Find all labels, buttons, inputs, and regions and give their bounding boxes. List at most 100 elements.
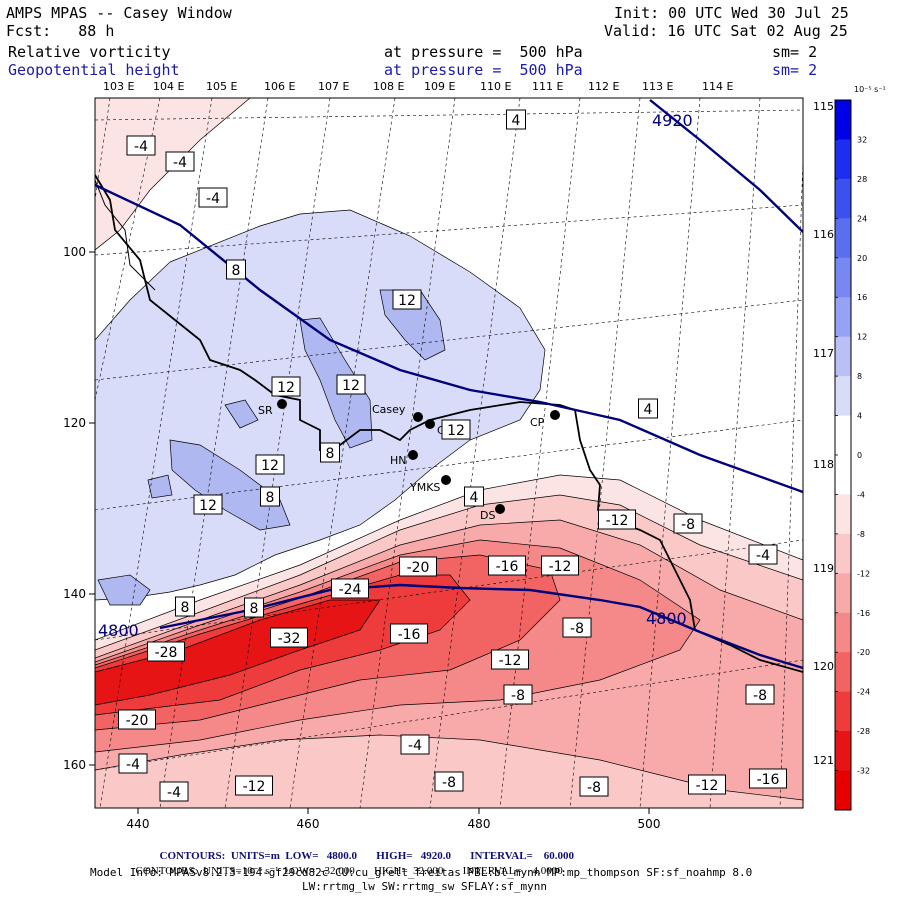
station-label-cp: CP (530, 416, 545, 429)
svg-text:-8: -8 (753, 688, 767, 704)
station-label-casey: Casey (372, 403, 406, 416)
colorbar-swatch (835, 100, 851, 140)
colorbar-swatch (835, 297, 851, 338)
station-marker-hn (408, 450, 418, 460)
colorbar-swatch (835, 731, 851, 772)
svg-text:-8: -8 (570, 621, 584, 637)
colorbar-swatch (835, 336, 851, 377)
svg-text:4: 4 (512, 113, 521, 129)
colorbar: 32 28 24 20 16 12 8 4 0 -4 -8 -12 -16 -20 -24 -28 -32 (834, 99, 870, 811)
svg-text:-12: -12 (243, 779, 266, 795)
y-tick-label: 100 (63, 245, 86, 259)
coastline (95, 174, 803, 673)
svg-text:-28: -28 (155, 645, 178, 661)
y-tick-label: 120 (63, 416, 86, 430)
colorbar-label: 8 (857, 372, 862, 381)
vorticity-label: 12 (193, 494, 223, 515)
colorbar-unit: 10⁻⁵ s⁻¹ (854, 85, 886, 94)
top-lon-label: 112 E (588, 80, 619, 93)
positive-vorticity-core (299, 317, 373, 449)
footer-low: LOW= 4800.0 (285, 850, 358, 862)
vorticity-label: 12 (441, 419, 471, 440)
vorticity-label: 8 (260, 486, 280, 507)
colorbar-label: 20 (857, 254, 867, 263)
svg-text:-32: -32 (278, 631, 301, 647)
vorticity-label: -8 (579, 776, 609, 797)
footer-units: UNITS=m (230, 850, 280, 862)
y-axis-ticks: 100 120 140 160 (63, 245, 95, 772)
svg-text:-16: -16 (496, 559, 519, 575)
colorbar-swatch (835, 376, 851, 417)
footer-interval: INTERVAL= 60.000 (470, 850, 575, 862)
svg-text:-4: -4 (408, 738, 422, 754)
vorticity-label: 4 (638, 398, 658, 419)
colorbar-swatch (835, 178, 851, 219)
vorticity-label: -12 (598, 509, 636, 530)
svg-text:-8: -8 (511, 688, 525, 704)
map-plot-area: SR Casey CS HN YMKS DS CP -4-4-448121212… (95, 98, 803, 808)
top-longitude-labels: 103 E 104 E 105 E 106 E 107 E 108 E 109 E 110 E… (103, 80, 733, 93)
colorbar-swatch (835, 494, 851, 535)
stations (277, 399, 560, 514)
model-info-physics: LW:rrtmg_lw SW:rrtmg_sw SFLAY:sf_mynn (302, 880, 548, 893)
station-marker-cs (425, 419, 435, 429)
vorticity-label: -8 (503, 684, 533, 705)
station-marker-casey (413, 412, 423, 422)
svg-text:12: 12 (398, 293, 416, 309)
forecast-hour: Fcst: 88 h (6, 22, 115, 40)
colorbar-swatch (835, 612, 851, 653)
vorticity-label: 12 (255, 454, 285, 475)
colorbar-swatch (835, 770, 851, 811)
top-lon-label: 109 E (424, 80, 455, 93)
colorbar-swatch (835, 218, 851, 259)
field2-level: at pressure = 500 hPa (384, 61, 583, 79)
colorbar-label: -24 (857, 688, 870, 697)
x-axis-ticks: 440 460 480 500 (127, 808, 660, 831)
x-tick-label: 460 (297, 817, 320, 831)
svg-text:8: 8 (266, 490, 275, 506)
svg-text:12: 12 (447, 423, 465, 439)
x-tick-label: 480 (468, 817, 491, 831)
vorticity-label: -8 (673, 513, 703, 534)
svg-text:-12: -12 (696, 778, 719, 794)
vorticity-label: -20 (118, 709, 156, 730)
footer-low: LOW= -32.000 (284, 865, 355, 877)
colorbar-label: -16 (857, 609, 870, 618)
colorbar-label: -8 (857, 530, 865, 539)
vorticity-label: -4 (118, 753, 148, 774)
vorticity-label: 12 (392, 289, 422, 310)
footer-label: CONTOURS: (135, 865, 198, 877)
svg-text:-4: -4 (756, 548, 770, 564)
vorticity-label: 8 (175, 596, 195, 617)
svg-text:-4: -4 (173, 155, 187, 171)
station-marker-ds (495, 504, 505, 514)
station-marker-sr (277, 399, 287, 409)
vorticity-label: -4 (198, 187, 228, 208)
colorbar-swatch (835, 455, 851, 495)
vorticity-label: -32 (270, 627, 308, 648)
vorticity-label: -4 (126, 135, 156, 156)
svg-text:-8: -8 (681, 517, 695, 533)
height-contour-4920 (95, 183, 803, 494)
colorbar-label: 12 (857, 333, 867, 342)
top-lon-label: 108 E (373, 80, 404, 93)
vorticity-label: -16 (488, 555, 526, 576)
positive-vorticity-core (224, 399, 259, 429)
top-lon-label: 104 E (153, 80, 184, 93)
vorticity-label: 4 (506, 109, 526, 130)
colorbar-swatch (835, 139, 851, 180)
vorticity-label: 12 (271, 376, 301, 397)
svg-text:-12: -12 (499, 653, 522, 669)
svg-text:-4: -4 (206, 191, 220, 207)
height-label-4800-east: 4800 (646, 609, 687, 628)
footer-interval: INTERVAL= 4.0000 (462, 865, 563, 877)
footer-high: HIGH= 32.000 (373, 865, 444, 877)
vorticity-label: -4 (165, 151, 195, 172)
svg-text:-4: -4 (134, 139, 148, 155)
vorticity-label: -12 (541, 555, 579, 576)
vorticity-label: 8 (320, 442, 340, 463)
footer-units: UNITS=10⁻⁵ s⁻¹ (203, 865, 279, 877)
svg-text:12: 12 (277, 380, 295, 396)
svg-text:-8: -8 (442, 775, 456, 791)
svg-text:-4: -4 (167, 785, 181, 801)
